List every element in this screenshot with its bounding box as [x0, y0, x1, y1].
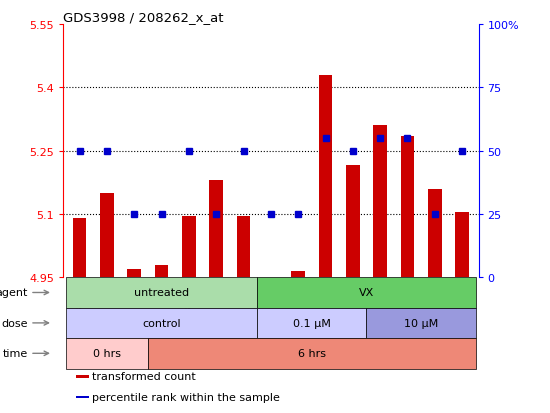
Text: agent: agent [0, 288, 28, 298]
Text: untreated: untreated [134, 288, 189, 298]
Text: percentile rank within the sample: percentile rank within the sample [92, 392, 280, 402]
Bar [182, 216, 196, 278]
Bar [66, 308, 257, 338]
Bar [73, 218, 86, 278]
Text: GDS3998 / 208262_x_at: GDS3998 / 208262_x_at [63, 11, 224, 24]
Bar [400, 136, 414, 278]
Bar [76, 375, 90, 377]
Bar [257, 278, 476, 308]
Text: 10 μM: 10 μM [404, 318, 438, 328]
Bar [318, 75, 332, 278]
Text: 0 hrs: 0 hrs [93, 349, 121, 358]
Text: 6 hrs: 6 hrs [298, 349, 326, 358]
Bar [366, 308, 476, 338]
Bar [66, 338, 148, 369]
Text: VX: VX [359, 288, 374, 298]
Text: control: control [142, 318, 181, 328]
Bar [373, 126, 387, 278]
Bar [236, 216, 250, 278]
Bar [66, 278, 257, 308]
Bar [455, 212, 469, 278]
Bar [155, 265, 168, 278]
Bar [292, 271, 305, 278]
Text: dose: dose [2, 318, 28, 328]
Bar [100, 193, 114, 278]
Text: 0.1 μM: 0.1 μM [293, 318, 331, 328]
Bar [428, 189, 442, 278]
Bar [148, 338, 476, 369]
Bar [346, 166, 360, 278]
Bar [210, 181, 223, 278]
Bar [264, 278, 278, 280]
Bar [257, 308, 366, 338]
Bar [76, 396, 90, 398]
Text: transformed count: transformed count [92, 372, 196, 382]
Bar [128, 269, 141, 278]
Text: time: time [3, 349, 28, 358]
